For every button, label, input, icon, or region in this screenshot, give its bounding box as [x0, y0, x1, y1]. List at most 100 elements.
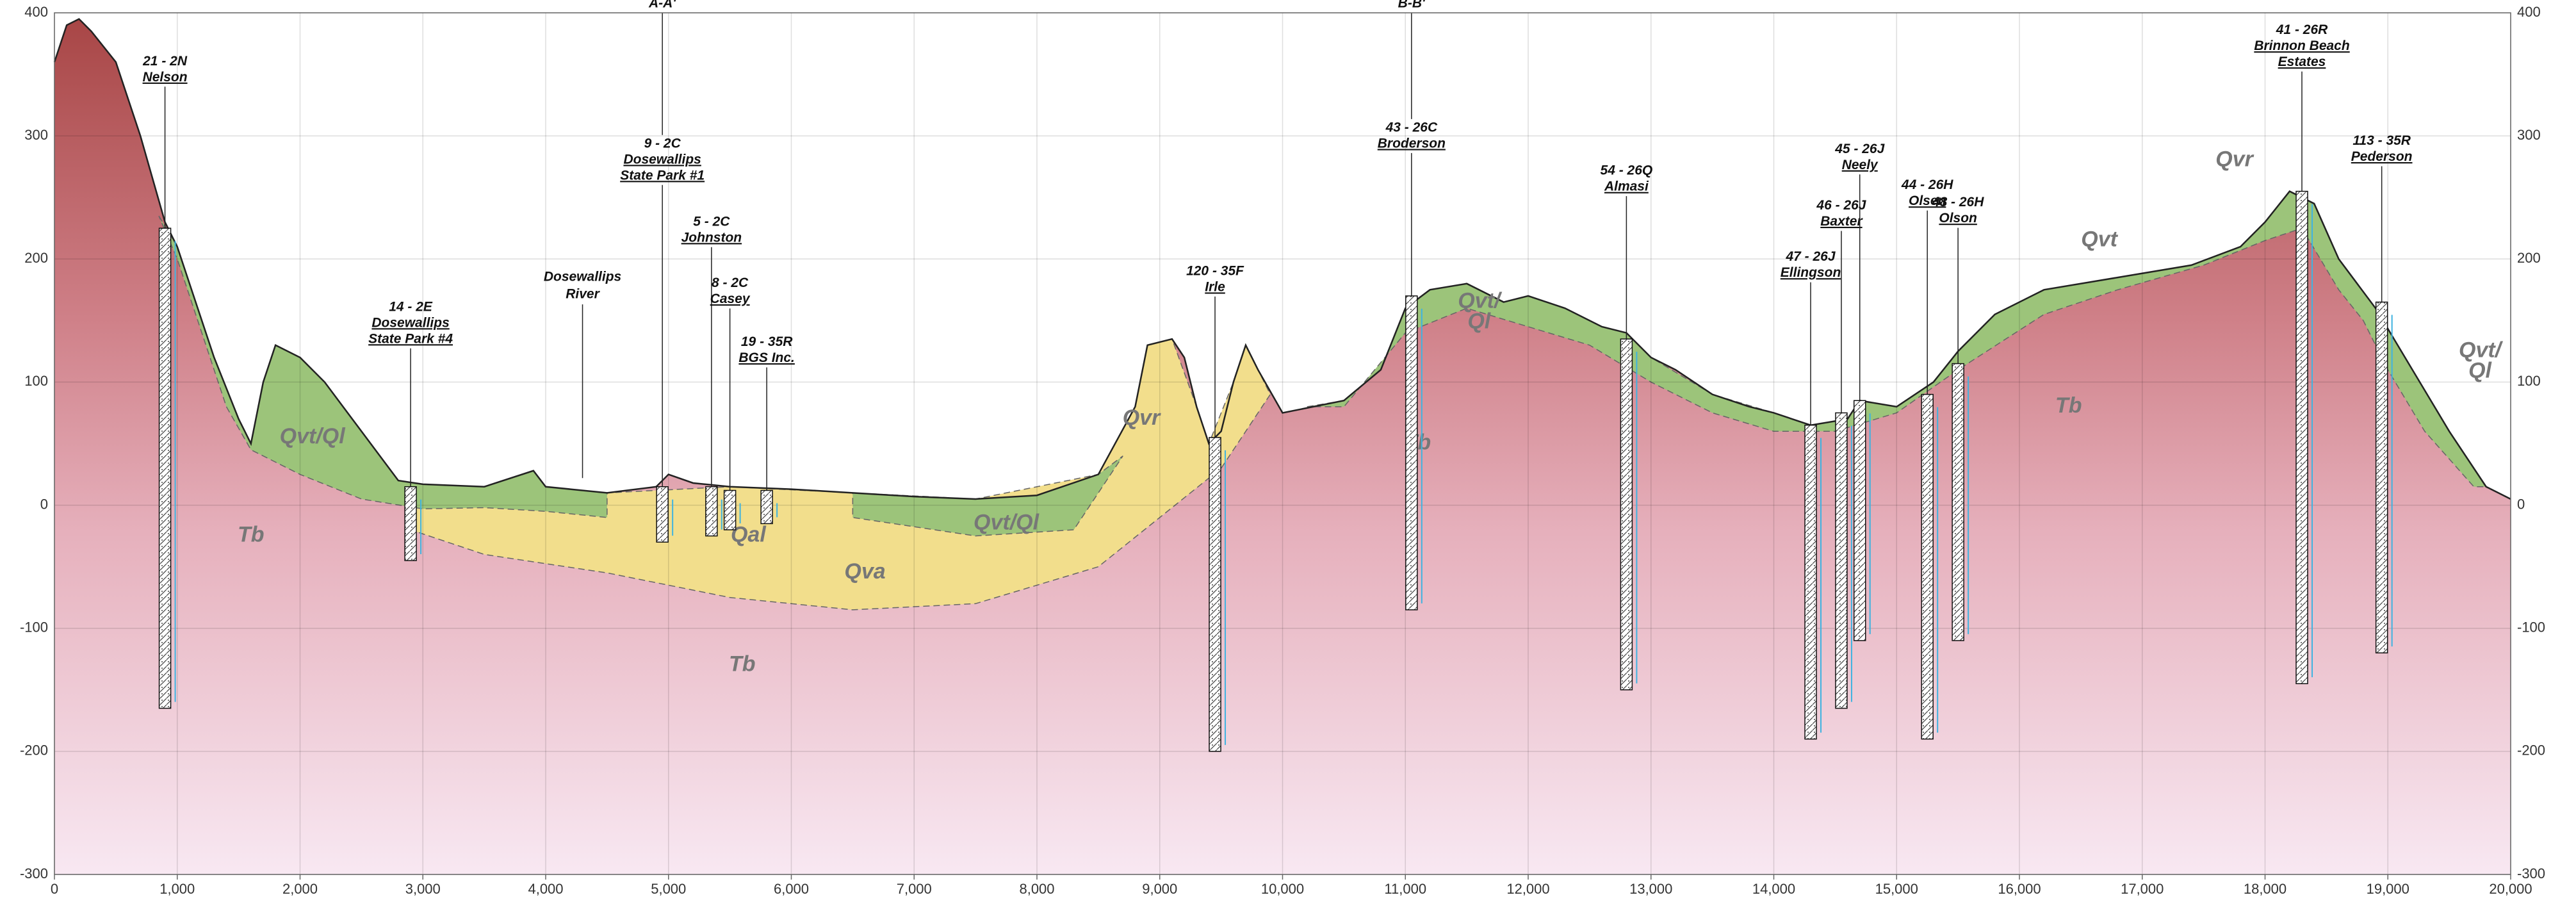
well-column — [405, 487, 416, 561]
y2-tick-label: 0 — [2517, 496, 2525, 512]
well-column — [2376, 302, 2388, 653]
y-tick-label: 0 — [40, 496, 48, 512]
river-label: Dosewallips — [544, 270, 621, 284]
y-tick-label: 300 — [24, 127, 48, 143]
well-name: Johnston — [681, 230, 742, 245]
cross-section: TbQvt/QlQalQvaTbQvt/QlQvrTbQvt/QlTbQvtQv… — [0, 0, 2576, 902]
well-name: Neely — [1842, 158, 1879, 172]
unit-label: Qal — [731, 523, 767, 547]
well-name: Irle — [1205, 279, 1225, 294]
well-name: State Park #1 — [620, 168, 705, 183]
unit-label: Qvr — [2215, 147, 2254, 172]
well-name: Nelson — [143, 70, 188, 85]
x-tick-label: 3,000 — [405, 881, 441, 897]
x-tick-label: 18,000 — [2244, 881, 2287, 897]
x-tick-label: 8,000 — [1019, 881, 1054, 897]
unit-label: Qvr — [1123, 406, 1161, 430]
x-tick-label: 19,000 — [2367, 881, 2409, 897]
x-tick-label: 13,000 — [1629, 881, 1672, 897]
well-id: 45 - 26J — [1834, 142, 1885, 156]
y2-tick-label: -200 — [2517, 742, 2545, 758]
y-tick-label: -300 — [20, 865, 48, 882]
y2-tick-label: -100 — [2517, 619, 2545, 636]
x-tick-label: 10,000 — [1261, 881, 1304, 897]
y-tick-label: -100 — [20, 619, 48, 636]
well-id: 54 - 26Q — [1601, 163, 1653, 178]
x-tick-label: 14,000 — [1752, 881, 1795, 897]
x-tick-label: 0 — [51, 881, 58, 897]
y2-tick-label: -300 — [2517, 865, 2545, 882]
x-tick-label: 5,000 — [651, 881, 686, 897]
well-name: Dosewallips — [371, 315, 449, 330]
well-column — [761, 491, 772, 524]
well-column — [1406, 296, 1417, 610]
unit-label: Qvt/Ql — [974, 510, 1040, 534]
x-tick-label: 15,000 — [1875, 881, 1918, 897]
well-id: 5 - 2C — [693, 214, 730, 229]
well-name: Casey — [710, 291, 751, 306]
well-id: 8 - 2C — [712, 275, 749, 290]
y-tick-label: 400 — [24, 4, 48, 20]
well-id: 21 - 2N — [142, 54, 188, 69]
well-name: State Park #4 — [368, 331, 453, 346]
x-tick-label: 17,000 — [2121, 881, 2164, 897]
x-tick-label: 9,000 — [1142, 881, 1177, 897]
well-column — [1805, 425, 1816, 739]
unit-label: Qvt/Ql — [280, 424, 346, 448]
x-tick-label: 7,000 — [897, 881, 932, 897]
unit-label: Tb — [2055, 393, 2082, 418]
y2-tick-label: 400 — [2517, 4, 2541, 20]
well-name: Olson — [1939, 211, 1977, 226]
well-name: BGS Inc. — [738, 350, 795, 365]
well-column — [2296, 192, 2308, 684]
well-column — [724, 491, 736, 530]
well-id: 46 - 26J — [1816, 198, 1866, 213]
well-id: 14 - 2E — [389, 299, 433, 314]
river-label: River — [566, 287, 600, 302]
well-column — [1209, 438, 1221, 751]
y-tick-label: 200 — [24, 250, 48, 266]
section-label: A-A' — [648, 0, 676, 11]
well-id: 47 - 26J — [1785, 249, 1836, 264]
unit-label: Tb — [729, 652, 756, 676]
section-label: B-B' — [1398, 0, 1426, 11]
well-column — [1921, 395, 1933, 739]
well-id: 41 - 26R — [2276, 22, 2328, 37]
unit-label: Qvt — [2081, 227, 2118, 251]
well-name: Broderson — [1378, 136, 1446, 151]
y-tick-label: -200 — [20, 742, 48, 758]
well-column — [1620, 339, 1632, 690]
well-name: Estates — [2278, 54, 2326, 69]
well-name: Ellingson — [1781, 265, 1841, 280]
well-name: Baxter — [1820, 214, 1863, 229]
y2-tick-label: 100 — [2517, 373, 2541, 389]
x-tick-label: 20,000 — [2489, 881, 2532, 897]
well-name: Almasi — [1604, 179, 1649, 194]
x-tick-label: 11,000 — [1384, 881, 1426, 897]
y-tick-label: 100 — [24, 373, 48, 389]
y2-tick-label: 200 — [2517, 250, 2541, 266]
y2-tick-label: 300 — [2517, 127, 2541, 143]
unit-label: Qva — [844, 559, 885, 584]
x-tick-label: 4,000 — [528, 881, 563, 897]
x-tick-label: 12,000 — [1506, 881, 1549, 897]
x-tick-label: 1,000 — [159, 881, 195, 897]
well-id: 19 - 35R — [741, 334, 793, 349]
x-tick-label: 6,000 — [774, 881, 809, 897]
well-id: 43 - 26C — [1385, 120, 1438, 135]
well-column — [159, 228, 171, 708]
well-id: 113 - 35R — [2352, 133, 2411, 148]
well-id: 9 - 2C — [644, 136, 681, 151]
well-column — [1952, 364, 1964, 641]
well-column — [1836, 413, 1847, 708]
unit-label: Tb — [238, 523, 265, 547]
well-id: 44 - 26H — [1901, 177, 1953, 192]
well-column — [706, 487, 717, 536]
well-column — [1854, 400, 1866, 641]
x-tick-label: 2,000 — [282, 881, 318, 897]
x-tick-label: 16,000 — [1998, 881, 2041, 897]
well-name: Pederson — [2351, 149, 2413, 164]
well-name: Brinnon Beach — [2254, 38, 2349, 53]
well-id: 120 - 35F — [1186, 263, 1244, 278]
well-id: 48 - 26H — [1932, 195, 1984, 209]
